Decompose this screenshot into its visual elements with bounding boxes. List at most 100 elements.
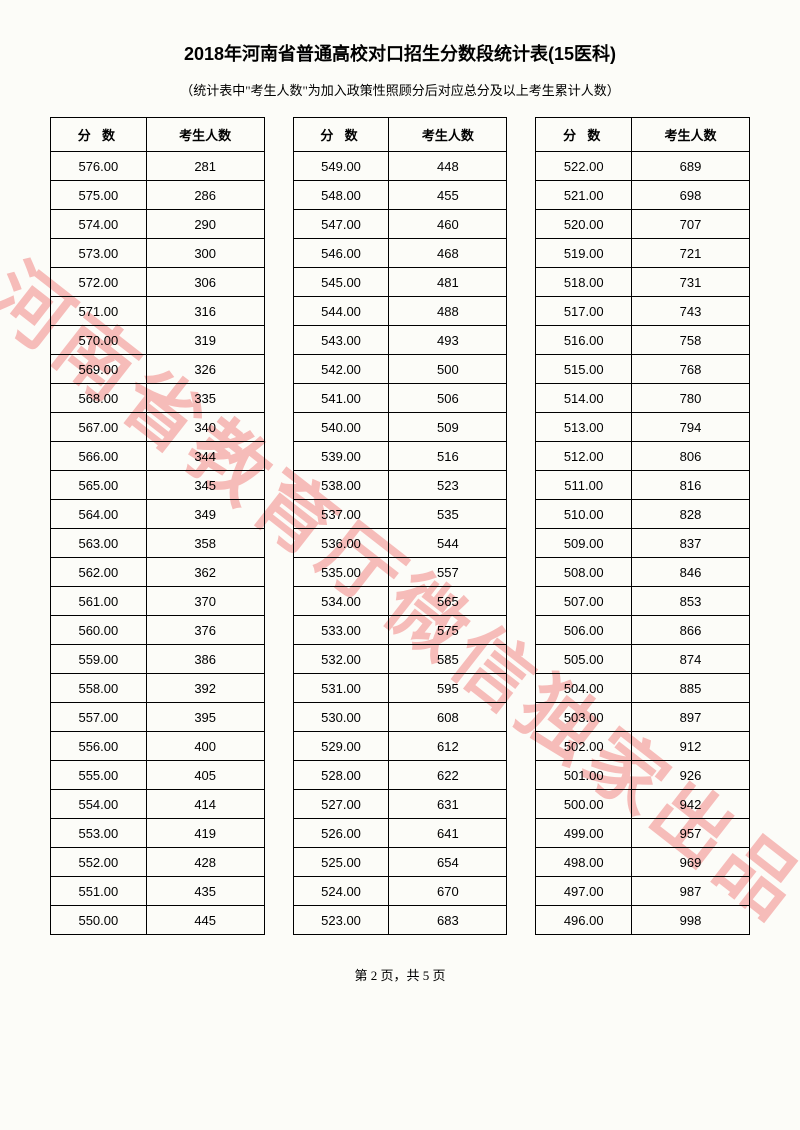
score-cell: 523.00 — [293, 906, 389, 935]
count-cell: 509 — [389, 413, 507, 442]
score-cell: 559.00 — [51, 645, 147, 674]
table-row: 515.00768 — [536, 355, 750, 384]
table-row: 506.00866 — [536, 616, 750, 645]
score-cell: 563.00 — [51, 529, 147, 558]
count-cell: 326 — [146, 355, 264, 384]
table-row: 574.00290 — [51, 210, 265, 239]
table-row: 549.00448 — [293, 152, 507, 181]
count-cell: 455 — [389, 181, 507, 210]
page-title: 2018年河南省普通高校对口招生分数段统计表(15医科) — [50, 40, 750, 66]
table-row: 522.00689 — [536, 152, 750, 181]
score-cell: 497.00 — [536, 877, 632, 906]
count-cell: 370 — [146, 587, 264, 616]
table-row: 543.00493 — [293, 326, 507, 355]
count-cell: 969 — [632, 848, 750, 877]
count-cell: 428 — [146, 848, 264, 877]
score-table-1: 分 数 考生人数 576.00281575.00286574.00290573.… — [50, 117, 265, 935]
count-cell: 683 — [389, 906, 507, 935]
score-cell: 566.00 — [51, 442, 147, 471]
count-cell: 575 — [389, 616, 507, 645]
score-cell: 570.00 — [51, 326, 147, 355]
page-footer: 第 2 页，共 5 页 — [50, 965, 750, 984]
table-row: 519.00721 — [536, 239, 750, 268]
table-row: 539.00516 — [293, 442, 507, 471]
table-row: 535.00557 — [293, 558, 507, 587]
table-row: 504.00885 — [536, 674, 750, 703]
table-row: 570.00319 — [51, 326, 265, 355]
score-cell: 520.00 — [536, 210, 632, 239]
score-cell: 554.00 — [51, 790, 147, 819]
table-row: 536.00544 — [293, 529, 507, 558]
score-cell: 504.00 — [536, 674, 632, 703]
count-cell: 345 — [146, 471, 264, 500]
score-cell: 540.00 — [293, 413, 389, 442]
table-row: 502.00912 — [536, 732, 750, 761]
score-table-3: 分 数 考生人数 522.00689521.00698520.00707519.… — [535, 117, 750, 935]
count-cell: 300 — [146, 239, 264, 268]
table-row: 553.00419 — [51, 819, 265, 848]
score-cell: 511.00 — [536, 471, 632, 500]
score-cell: 517.00 — [536, 297, 632, 326]
score-cell: 573.00 — [51, 239, 147, 268]
table-row: 567.00340 — [51, 413, 265, 442]
count-cell: 670 — [389, 877, 507, 906]
score-cell: 565.00 — [51, 471, 147, 500]
table-row: 500.00942 — [536, 790, 750, 819]
col-count-header: 考生人数 — [632, 118, 750, 152]
count-cell: 853 — [632, 587, 750, 616]
table-row: 528.00622 — [293, 761, 507, 790]
table-row: 510.00828 — [536, 500, 750, 529]
score-cell: 553.00 — [51, 819, 147, 848]
count-cell: 731 — [632, 268, 750, 297]
count-cell: 828 — [632, 500, 750, 529]
count-cell: 794 — [632, 413, 750, 442]
table-row: 548.00455 — [293, 181, 507, 210]
count-cell: 557 — [389, 558, 507, 587]
table-row: 497.00987 — [536, 877, 750, 906]
count-cell: 535 — [389, 500, 507, 529]
table-row: 554.00414 — [51, 790, 265, 819]
table-row: 571.00316 — [51, 297, 265, 326]
count-cell: 362 — [146, 558, 264, 587]
table-row: 560.00376 — [51, 616, 265, 645]
table-row: 555.00405 — [51, 761, 265, 790]
table-row: 521.00698 — [536, 181, 750, 210]
score-cell: 574.00 — [51, 210, 147, 239]
table-row: 563.00358 — [51, 529, 265, 558]
table-row: 575.00286 — [51, 181, 265, 210]
count-cell: 319 — [146, 326, 264, 355]
table-row: 498.00969 — [536, 848, 750, 877]
count-cell: 806 — [632, 442, 750, 471]
table-row: 501.00926 — [536, 761, 750, 790]
table-row: 573.00300 — [51, 239, 265, 268]
count-cell: 290 — [146, 210, 264, 239]
table-row: 544.00488 — [293, 297, 507, 326]
count-cell: 493 — [389, 326, 507, 355]
count-cell: 395 — [146, 703, 264, 732]
count-cell: 866 — [632, 616, 750, 645]
score-cell: 527.00 — [293, 790, 389, 819]
score-cell: 513.00 — [536, 413, 632, 442]
count-cell: 595 — [389, 674, 507, 703]
count-cell: 460 — [389, 210, 507, 239]
score-cell: 535.00 — [293, 558, 389, 587]
score-cell: 538.00 — [293, 471, 389, 500]
score-cell: 572.00 — [51, 268, 147, 297]
count-cell: 565 — [389, 587, 507, 616]
table-row: 516.00758 — [536, 326, 750, 355]
score-cell: 519.00 — [536, 239, 632, 268]
score-cell: 506.00 — [536, 616, 632, 645]
table-row: 529.00612 — [293, 732, 507, 761]
score-cell: 561.00 — [51, 587, 147, 616]
count-cell: 987 — [632, 877, 750, 906]
table-row: 499.00957 — [536, 819, 750, 848]
table-row: 552.00428 — [51, 848, 265, 877]
count-cell: 837 — [632, 529, 750, 558]
table-row: 496.00998 — [536, 906, 750, 935]
score-cell: 503.00 — [536, 703, 632, 732]
score-cell: 500.00 — [536, 790, 632, 819]
count-cell: 286 — [146, 181, 264, 210]
score-cell: 555.00 — [51, 761, 147, 790]
count-cell: 758 — [632, 326, 750, 355]
score-cell: 533.00 — [293, 616, 389, 645]
